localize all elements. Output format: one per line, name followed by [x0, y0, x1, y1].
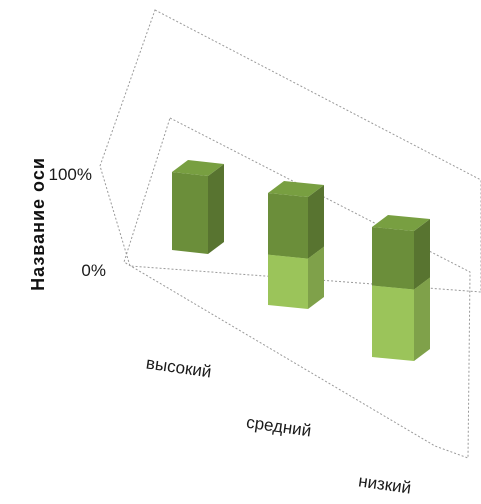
bar-3-series-2-top	[372, 215, 430, 231]
y-axis-title: Название оси	[28, 157, 48, 291]
category-label-low: низкий	[357, 471, 412, 497]
bar-2-series-2	[268, 181, 324, 259]
bar-2-series-2-front	[268, 193, 308, 259]
bar-2-series-1-front	[268, 254, 308, 309]
category-label-high: высокий	[145, 354, 213, 382]
bar-2-series-2-top	[268, 181, 324, 197]
bar-3-series-1-front	[372, 285, 414, 361]
y-tick-100: 100%	[49, 165, 92, 184]
bar-3-series-2	[372, 215, 430, 290]
category-label-medium: средний	[245, 413, 312, 441]
y-tick-0: 0%	[81, 261, 106, 280]
bar-3-series-2-side	[414, 219, 430, 290]
bar-2-series-1-side	[308, 246, 324, 309]
bar-1-series-2-top	[172, 160, 224, 176]
bar-3-series-2-front	[372, 227, 414, 290]
bars-group	[172, 160, 430, 361]
bar-3-series-1-side	[414, 277, 430, 361]
bar-1-series-2	[172, 160, 224, 254]
bar-2-series-2-side	[308, 185, 324, 259]
bar-1-series-2-front	[172, 172, 208, 254]
bar-1-series-2-side	[208, 164, 224, 254]
